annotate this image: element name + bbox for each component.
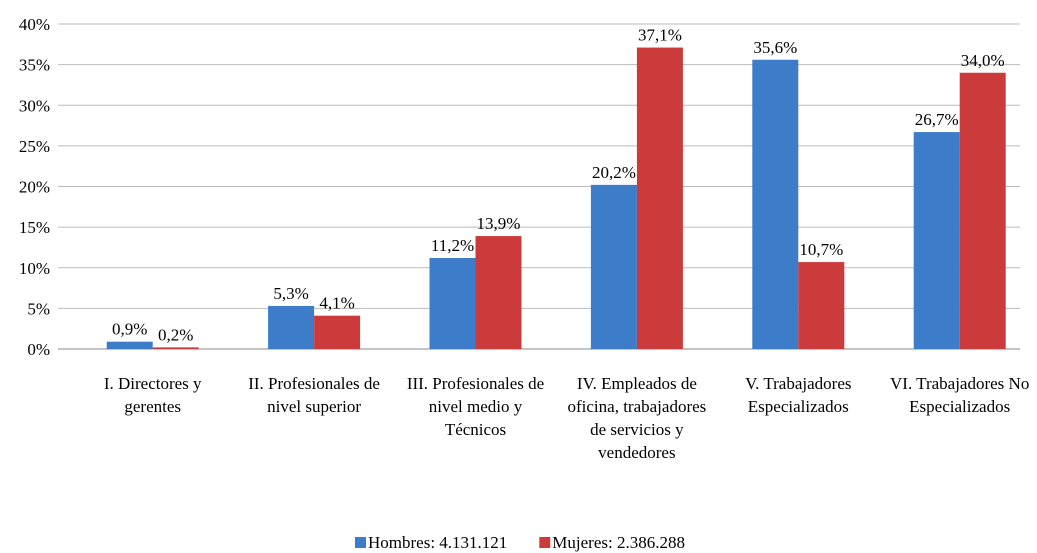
x-tick-label: IV. Empleados de oficina, trabajadores d… (567, 374, 707, 462)
bar (798, 262, 845, 349)
legend-swatch (539, 537, 551, 548)
bar (106, 341, 153, 349)
x-tick-label: III. Profesionales de nivel medio y Técn… (406, 374, 545, 439)
y-tick-label: 0% (27, 340, 50, 359)
bar (913, 132, 960, 349)
legend-label: Hombres: 4.131.121 (368, 533, 507, 552)
legend-swatch (355, 537, 366, 548)
y-tick-label: 20% (19, 178, 50, 197)
data-label: 5,3% (273, 284, 308, 303)
bar (590, 184, 637, 349)
bar (959, 72, 1006, 349)
data-label: 34,0% (961, 51, 1005, 70)
data-label: 13,9% (477, 214, 521, 233)
y-tick-label: 25% (19, 137, 50, 156)
data-label: 4,1% (319, 294, 354, 313)
y-tick-label: 40% (19, 15, 50, 34)
x-tick-label: II. Profesionales de nivel superior (248, 374, 380, 416)
bar (752, 59, 799, 349)
data-label: 10,7% (799, 240, 843, 259)
data-label: 20,2% (592, 163, 636, 182)
y-tick-label: 10% (19, 259, 50, 278)
x-tick-label: V. Trabajadores Especializados (745, 374, 852, 416)
x-tick-label: VI. Trabajadores No Especializados (890, 374, 1030, 416)
bar (314, 315, 361, 349)
bar (152, 347, 199, 349)
legend-label: Mujeres: 2.386.288 (552, 533, 685, 552)
y-tick-label: 30% (19, 96, 50, 115)
y-tick-label: 15% (19, 218, 50, 237)
x-tick-label: I. Directores y gerentes (103, 374, 202, 416)
bar (475, 236, 522, 349)
bar (636, 47, 683, 349)
data-label: 0,2% (158, 325, 193, 344)
data-label: 37,1% (638, 26, 682, 45)
bar (429, 258, 476, 349)
y-tick-label: 35% (19, 56, 50, 75)
data-label: 0,9% (112, 320, 147, 339)
data-label: 35,6% (753, 38, 797, 57)
data-label: 26,7% (915, 110, 959, 129)
bar (268, 305, 315, 349)
y-tick-label: 5% (27, 299, 50, 318)
data-label: 11,2% (431, 236, 474, 255)
